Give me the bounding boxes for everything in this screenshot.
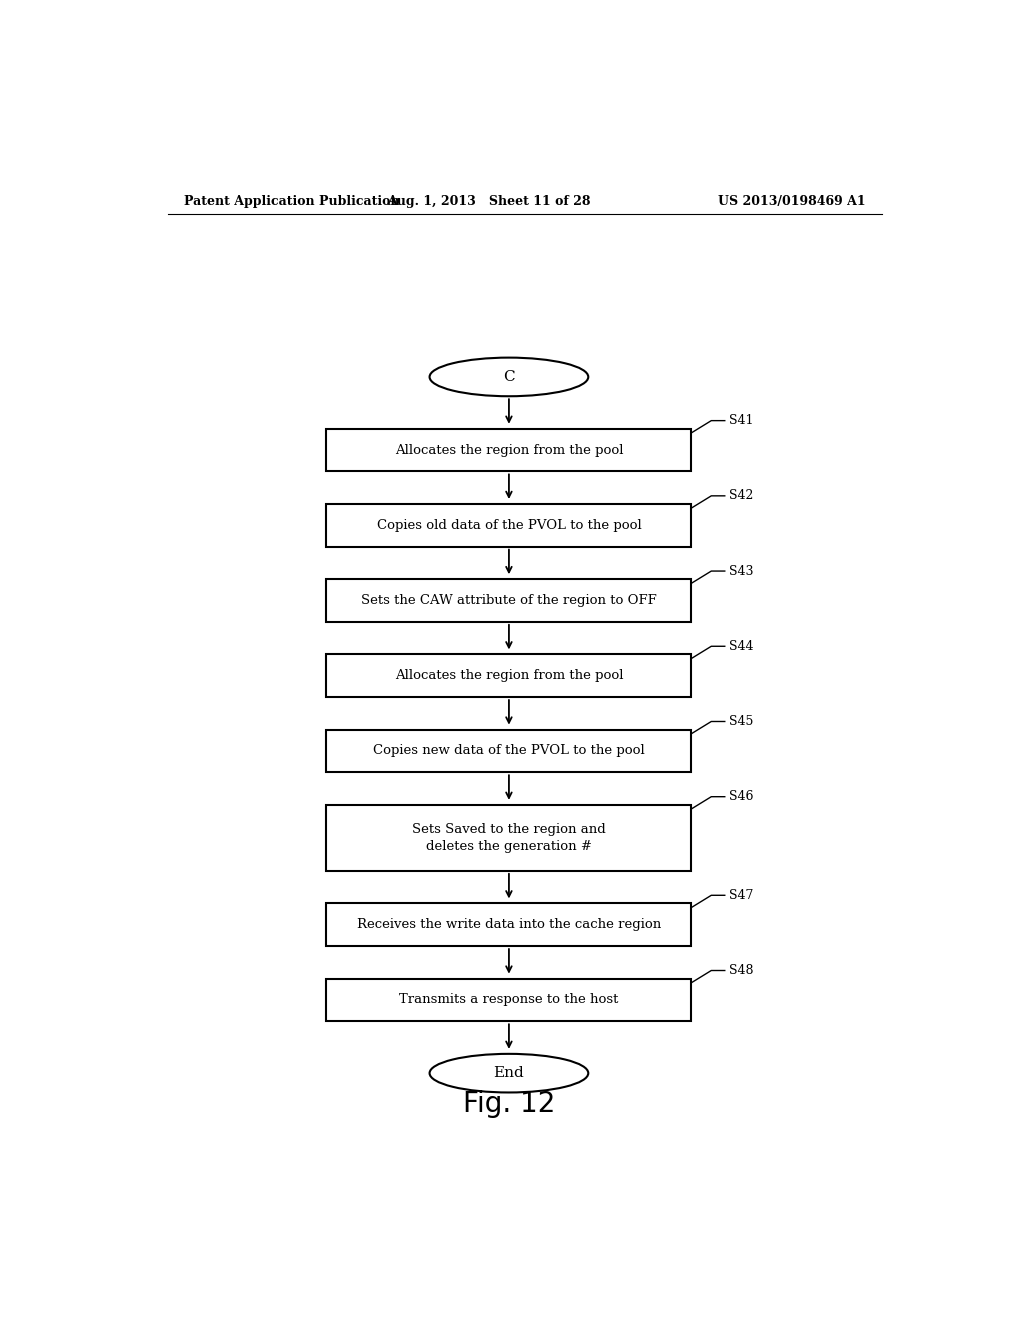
- Text: Allocates the region from the pool: Allocates the region from the pool: [394, 669, 624, 682]
- Text: S42: S42: [729, 490, 753, 503]
- Text: S47: S47: [729, 888, 753, 902]
- FancyBboxPatch shape: [327, 504, 691, 546]
- Text: Sets the CAW attribute of the region to OFF: Sets the CAW attribute of the region to …: [361, 594, 656, 607]
- Text: Patent Application Publication: Patent Application Publication: [183, 194, 399, 207]
- FancyBboxPatch shape: [327, 655, 691, 697]
- Text: Copies old data of the PVOL to the pool: Copies old data of the PVOL to the pool: [377, 519, 641, 532]
- FancyBboxPatch shape: [327, 429, 691, 471]
- Text: Fig. 12: Fig. 12: [463, 1089, 555, 1118]
- Text: S48: S48: [729, 964, 754, 977]
- Text: C: C: [503, 370, 515, 384]
- Text: Aug. 1, 2013   Sheet 11 of 28: Aug. 1, 2013 Sheet 11 of 28: [387, 194, 591, 207]
- FancyBboxPatch shape: [327, 805, 691, 871]
- Text: S41: S41: [729, 414, 754, 428]
- Text: End: End: [494, 1067, 524, 1080]
- FancyBboxPatch shape: [327, 579, 691, 622]
- Text: Sets Saved to the region and
deletes the generation #: Sets Saved to the region and deletes the…: [412, 822, 606, 853]
- Text: S44: S44: [729, 640, 754, 653]
- Text: S46: S46: [729, 791, 754, 803]
- FancyBboxPatch shape: [327, 903, 691, 946]
- Text: Allocates the region from the pool: Allocates the region from the pool: [394, 444, 624, 457]
- FancyBboxPatch shape: [327, 978, 691, 1022]
- Text: Transmits a response to the host: Transmits a response to the host: [399, 994, 618, 1006]
- Text: Receives the write data into the cache region: Receives the write data into the cache r…: [356, 919, 662, 932]
- Text: Copies new data of the PVOL to the pool: Copies new data of the PVOL to the pool: [373, 744, 645, 758]
- Text: US 2013/0198469 A1: US 2013/0198469 A1: [719, 194, 866, 207]
- Ellipse shape: [430, 1053, 588, 1093]
- Text: S43: S43: [729, 565, 754, 578]
- Text: S45: S45: [729, 715, 753, 729]
- FancyBboxPatch shape: [327, 730, 691, 772]
- Ellipse shape: [430, 358, 588, 396]
